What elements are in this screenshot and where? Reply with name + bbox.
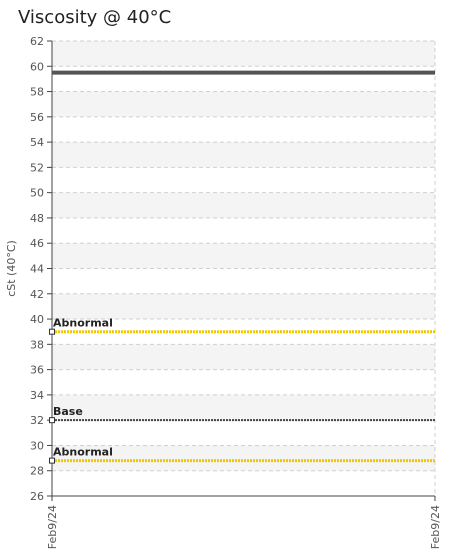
y-tick-label: 54 [30,136,44,149]
y-tick-label: 40 [30,313,44,326]
reference-label: Base [53,405,83,418]
y-tick-label: 26 [30,490,44,503]
y-tick-label: 38 [30,338,44,351]
reference-label: Abnormal [53,446,113,459]
grid-band [52,394,435,421]
reference-marker [49,457,55,464]
y-tick-label: 62 [30,35,44,48]
grid-band [52,445,435,471]
y-tick-label: 44 [30,263,44,276]
y-tick-label: 56 [30,111,44,124]
reference-lines: Abnormal Base Abnormal [49,317,435,464]
y-axis-ticks: 26 28 30 32 34 36 38 40 42 44 46 48 50 52 54 56 58 60 62 [30,35,52,503]
x-tick-label: Feb9/24 [429,505,442,549]
reference-marker [49,417,55,424]
grid-band [52,344,435,370]
grid-band [52,142,435,168]
y-tick-label: 48 [30,212,44,225]
alternating-bands [52,41,435,471]
y-tick-label: 50 [30,187,44,200]
y-tick-label: 34 [30,389,44,402]
reference-label: Abnormal [53,317,113,330]
y-tick-label: 46 [30,237,44,250]
grid-band [52,243,435,269]
y-tick-label: 36 [30,364,44,377]
y-tick-label: 28 [30,465,44,478]
grid-band [52,293,435,320]
grid-band [52,192,435,218]
chart-title: Viscosity @ 40°C [18,7,172,28]
grid-band [52,91,435,117]
y-axis-label: cSt (40°C) [5,240,18,297]
x-tick-label: Feb9/24 [46,505,59,549]
grid-band [52,41,435,67]
y-tick-label: 60 [30,60,44,73]
reference-marker [49,328,55,335]
y-tick-label: 58 [30,86,44,99]
y-tick-label: 42 [30,288,44,301]
y-tick-label: 52 [30,161,44,174]
x-axis-ticks: Feb9/24 Feb9/24 [46,496,442,549]
y-tick-label: 30 [30,439,44,452]
y-tick-label: 32 [30,414,44,427]
